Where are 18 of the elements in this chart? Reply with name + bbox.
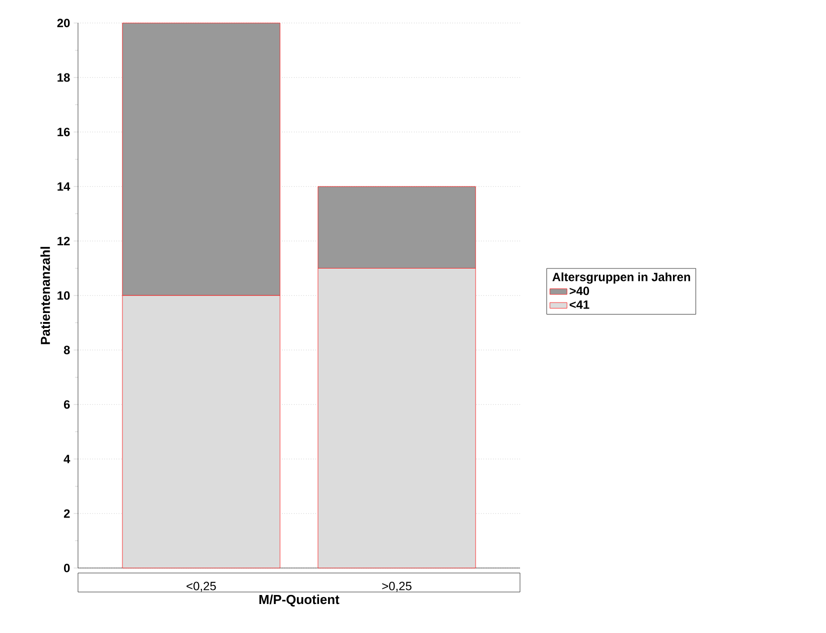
y-tick-label: 16 (58, 128, 70, 136)
y-tick-label: 10 (58, 291, 70, 300)
x-tick-label: <0,25 (186, 582, 216, 592)
y-tick-label: 20 (57, 18, 70, 28)
x-tick-label: >0,25 (382, 582, 412, 592)
y-tick-label: 18 (58, 73, 70, 82)
y-tick-label: 2 (64, 509, 70, 518)
y-tick-label: 6 (64, 400, 70, 409)
y-tick-label: 8 (64, 346, 70, 354)
y-tick-label: 14 (58, 182, 70, 191)
y-tick-label: 4 (64, 454, 70, 464)
x-axis-title: M/P-Quotient (259, 594, 340, 607)
legend-label: >40 (570, 286, 590, 296)
legend-title: Altersgruppen in Jahren (552, 272, 690, 284)
y-tick-label: 12 (58, 236, 70, 246)
legend-label: <41 (570, 300, 590, 309)
y-tick-label: 0 (64, 564, 70, 572)
y-axis-title: Patientenanzahl (40, 246, 50, 344)
